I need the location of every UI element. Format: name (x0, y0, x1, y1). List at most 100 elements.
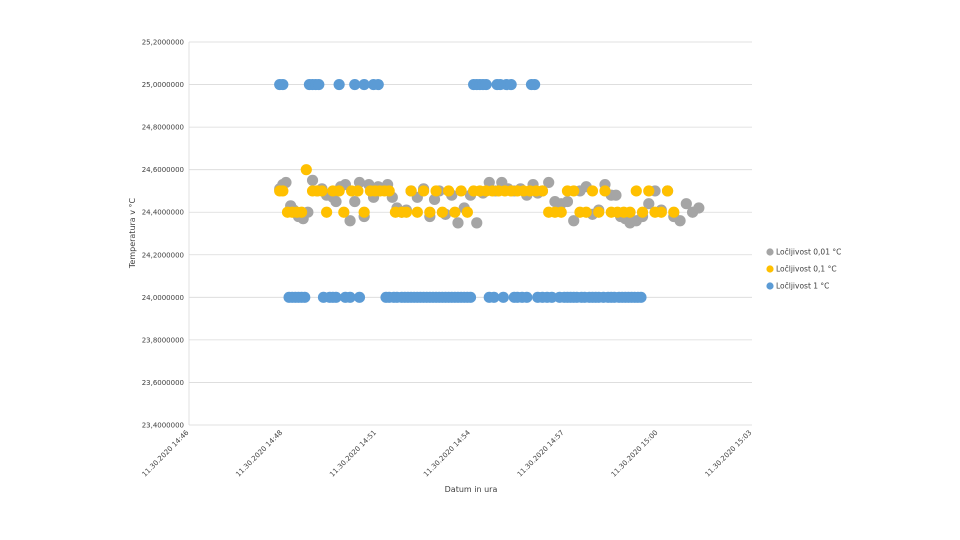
data-point (521, 291, 533, 303)
data-point (436, 206, 448, 218)
y-tick-label: 23,6000000 (142, 379, 184, 387)
data-point (635, 291, 647, 303)
data-point (316, 185, 328, 197)
data-point (349, 195, 361, 208)
data-point (449, 206, 461, 218)
y-tick-label: 25,2000000 (142, 39, 184, 47)
data-point (561, 195, 574, 208)
y-tick-label: 24,4000000 (142, 209, 184, 217)
data-point (358, 78, 370, 91)
data-point (428, 193, 441, 206)
series-2 (274, 164, 680, 218)
data-point (277, 185, 289, 197)
data-point (280, 176, 292, 189)
data-point (536, 185, 549, 197)
data-point (586, 185, 599, 197)
y-tick-label: 24,2000000 (142, 251, 184, 259)
data-point (349, 78, 361, 91)
data-point (680, 198, 692, 210)
legend-marker (766, 248, 774, 256)
data-point (353, 291, 366, 303)
data-point (452, 217, 464, 229)
data-point (443, 185, 455, 197)
data-point (529, 78, 541, 91)
series-1 (274, 174, 705, 229)
data-point (655, 206, 667, 218)
data-point (488, 291, 500, 303)
data-point (430, 185, 442, 197)
x-axis-tick-labels: 11.30.2020 14:46 11.30.2020 14:48 11.30.20… (141, 428, 754, 478)
data-point (455, 185, 467, 197)
series-3 (274, 78, 647, 303)
x-tick-label: 11.30.2020 14:54 (422, 428, 472, 478)
data-point (568, 215, 580, 227)
y-tick-label: 24,6000000 (142, 166, 184, 174)
data-point (599, 185, 611, 197)
data-point (471, 217, 483, 229)
data-point (546, 291, 558, 303)
y-axis-title: Temperatura v °C (128, 197, 137, 269)
data-point (593, 206, 605, 218)
data-point (330, 291, 342, 303)
y-tick-label: 23,4000000 (142, 422, 184, 430)
data-point (674, 215, 686, 227)
data-point (333, 78, 345, 91)
y-tick-label: 24,8000000 (142, 124, 184, 132)
data-point (661, 185, 674, 197)
data-point (344, 291, 356, 303)
data-points (274, 78, 705, 303)
legend-marker (766, 265, 774, 273)
data-point (643, 185, 655, 197)
data-point (372, 78, 384, 91)
data-point (483, 176, 495, 189)
legend-label: Ločljivost 0,1 °C (776, 265, 837, 274)
data-point (555, 206, 567, 218)
data-point (306, 174, 319, 186)
data-point (497, 291, 509, 303)
data-point (411, 206, 423, 218)
data-point (480, 78, 492, 91)
x-axis-title: Datum in ura (445, 485, 498, 494)
data-point (568, 185, 580, 197)
data-point (300, 164, 312, 176)
data-point (636, 206, 649, 218)
y-tick-label: 25,0000000 (142, 81, 184, 89)
data-point (383, 185, 395, 197)
data-point (352, 185, 364, 197)
y-axis-tick-labels: 25,2000000 25,0000000 24,8000000 24,6000000… (142, 39, 184, 430)
y-tick-label: 24,0000000 (142, 294, 184, 302)
data-point (400, 206, 412, 218)
data-point (580, 206, 592, 218)
data-point (668, 206, 680, 218)
data-point (461, 206, 473, 218)
data-point (299, 291, 311, 303)
data-point (424, 206, 436, 218)
data-point (610, 189, 622, 201)
legend-label: Ločljivost 1 °C (776, 282, 829, 291)
data-point (353, 176, 366, 189)
data-point (333, 185, 345, 197)
data-point (344, 215, 356, 227)
data-point (313, 78, 325, 91)
data-point (630, 185, 642, 197)
data-point (693, 202, 705, 214)
data-point (277, 78, 289, 91)
data-point (464, 291, 477, 303)
legend-marker (766, 282, 774, 290)
data-point (330, 195, 342, 208)
x-tick-label: 11.30.2020 15:00 (610, 429, 660, 479)
legend-label: Ločljivost 0,01 °C (776, 248, 841, 257)
data-point (405, 185, 417, 197)
x-tick-label: 11.30.2020 14:46 (141, 428, 191, 478)
y-tick-label: 23,8000000 (142, 336, 184, 344)
data-point (358, 206, 370, 218)
data-point (505, 78, 517, 91)
data-point (624, 206, 636, 218)
x-tick-label: 11.30.2020 14:48 (234, 429, 284, 479)
data-point (338, 206, 350, 218)
data-point (543, 176, 555, 189)
data-point (296, 206, 308, 218)
x-tick-label: 11.30.2020 14:51 (328, 429, 378, 479)
data-point (417, 185, 430, 197)
